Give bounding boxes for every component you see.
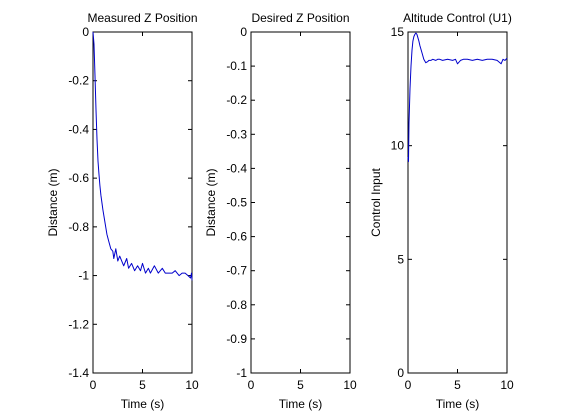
axes-frame [250,31,351,374]
axes-frame [407,31,508,374]
x-axis-label: Time (s) [279,397,323,411]
y-tick-label: -0.4 [68,122,89,136]
y-tick-label: -0.3 [226,127,247,141]
x-tick-label: 0 [248,378,255,392]
y-tick-label: 15 [391,25,405,39]
x-tick-label: 10 [500,378,514,392]
y-tick-label: 10 [391,139,405,153]
plot-title: Altitude Control (U1) [403,11,512,25]
y-tick-label: -1.4 [68,366,89,380]
y-tick-label: -0.5 [226,196,247,210]
y-tick-label: 0 [82,25,89,39]
y-tick-label: -1.2 [68,317,89,331]
x-tick-label: 5 [454,378,461,392]
y-tick-label: -0.1 [226,59,247,73]
plot-title: Measured Z Position [87,11,197,25]
x-tick-label: 0 [90,378,97,392]
y-tick-label: -0.9 [226,332,247,346]
y-tick-label: -0.6 [226,230,247,244]
y-tick-label: -1 [78,269,89,283]
x-tick-label: 10 [185,378,199,392]
x-tick-label: 10 [343,378,357,392]
axes-frame [92,31,193,374]
y-tick-label: 5 [397,252,404,266]
x-tick-label: 5 [297,378,304,392]
y-tick-label: 0 [240,25,247,39]
series-line-1 [407,32,508,163]
series-line-1 [92,31,193,281]
y-tick-label: -0.2 [68,74,89,88]
y-tick-label: -1 [236,366,247,380]
y-tick-label: -0.4 [226,161,247,175]
y-tick-label: -0.7 [226,264,247,278]
y-tick-label: -0.8 [226,298,247,312]
y-tick-label: -0.2 [226,93,247,107]
y-tick-label: -0.6 [68,171,89,185]
y-axis-label: Distance (m) [46,168,60,236]
y-tick-label: -0.8 [68,220,89,234]
x-tick-label: 0 [405,378,412,392]
x-tick-label: 5 [139,378,146,392]
subplot-3: Altitude Control (U1) 0 5 10 0 5 10 15 Time (s) C… [369,11,514,411]
x-axis-label: Time (s) [436,397,480,411]
y-axis-label: Distance (m) [204,168,218,236]
y-axis-label: Control Input [369,167,383,236]
plot-title: Desired Z Position [251,11,349,25]
subplot-2: Desired Z Position 0 5 10 0 -0.1 -0.2 -0.3 -0.4 -… [204,11,357,411]
x-axis-label: Time (s) [121,397,165,411]
y-tick-label: 0 [397,366,404,380]
